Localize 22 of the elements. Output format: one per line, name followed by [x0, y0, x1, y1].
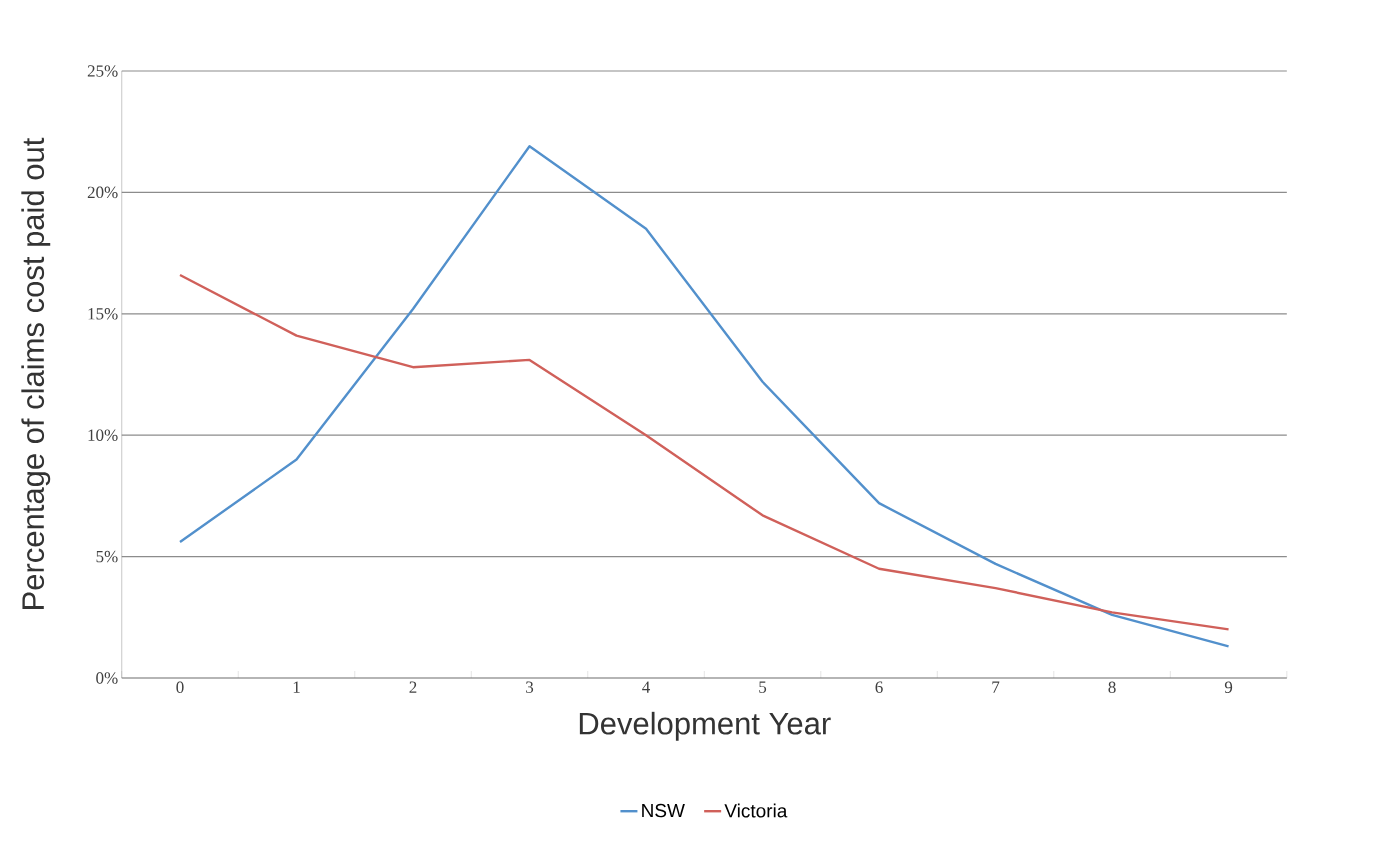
x-tick-label: 2 — [409, 681, 417, 693]
y-axis-title: Percentage of claims cost paid out — [21, 137, 51, 609]
x-tick-label: 4 — [642, 681, 651, 693]
legend-label: Victoria — [724, 803, 788, 818]
x-tick-label: 9 — [1224, 681, 1233, 693]
x-tick-label: 3 — [526, 681, 534, 693]
x-tick-label: 8 — [1108, 681, 1116, 693]
y-tick-label: 20% — [87, 186, 118, 199]
x-axis-title: Development Year — [579, 711, 831, 741]
legend-label: NSW — [642, 803, 685, 818]
y-tick-label: 25% — [87, 65, 118, 77]
line-series — [178, 145, 1230, 648]
line-series — [178, 273, 1230, 631]
x-tick-label: 0 — [176, 681, 184, 693]
y-tick-label: 10% — [88, 429, 118, 441]
x-tick-label: 1 — [293, 681, 300, 693]
x-tick-label: 5 — [759, 681, 767, 693]
y-tick-label: 5% — [96, 550, 118, 563]
y-tick-label: 15% — [88, 308, 118, 320]
x-tick-label: 6 — [875, 681, 883, 693]
x-tick-label: 7 — [992, 681, 1000, 693]
y-tick-label: 0% — [96, 672, 118, 684]
